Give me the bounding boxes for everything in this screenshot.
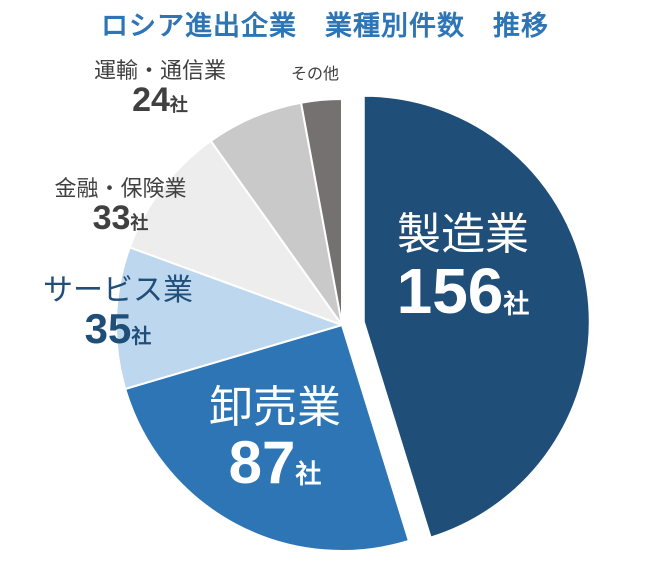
slice-name-transport: 運輸・通信業 [93, 59, 226, 84]
slice-value-service: 35 [84, 304, 132, 352]
slice-name-wholesale: 卸売業 [209, 382, 341, 433]
slice-label-finance: 金融・保険業 33社 [18, 178, 223, 237]
pie-slice-service [115, 246, 346, 391]
chart-title: ロシア進出企業 業種別件数 推移 [101, 11, 549, 42]
slice-label-transport: 運輸・通信業 24社 [60, 60, 260, 119]
slice-label-service: サービス業 35社 [28, 275, 208, 351]
slice-name-other: その他 [290, 64, 339, 83]
slice-label-wholesale: 卸売業 87社 [190, 382, 360, 497]
slice-value-wholesale: 87 [228, 429, 296, 497]
slice-name-service: サービス業 [43, 273, 193, 308]
slice-unit-service: 社 [131, 323, 152, 348]
slice-value-manufacturing: 156 [396, 255, 504, 328]
slice-label-manufacturing: 製造業 156社 [373, 209, 553, 328]
pie-slice-other [299, 97, 343, 326]
slice-name-manufacturing: 製造業 [397, 209, 529, 260]
slice-name-finance: 金融・保険業 [54, 177, 187, 202]
slice-unit-manufacturing: 社 [503, 290, 530, 321]
slice-label-other: その他 [270, 64, 360, 83]
slice-value-finance: 33 [92, 199, 131, 238]
slice-unit-transport: 社 [169, 95, 188, 117]
pie-slice-wholesale [123, 323, 411, 552]
pie-slice-finance [128, 139, 345, 328]
pie-slice-manufacturing [362, 94, 591, 539]
slice-unit-finance: 社 [130, 213, 149, 235]
slice-value-transport: 24 [132, 81, 170, 120]
slice-unit-wholesale: 社 [295, 460, 322, 491]
